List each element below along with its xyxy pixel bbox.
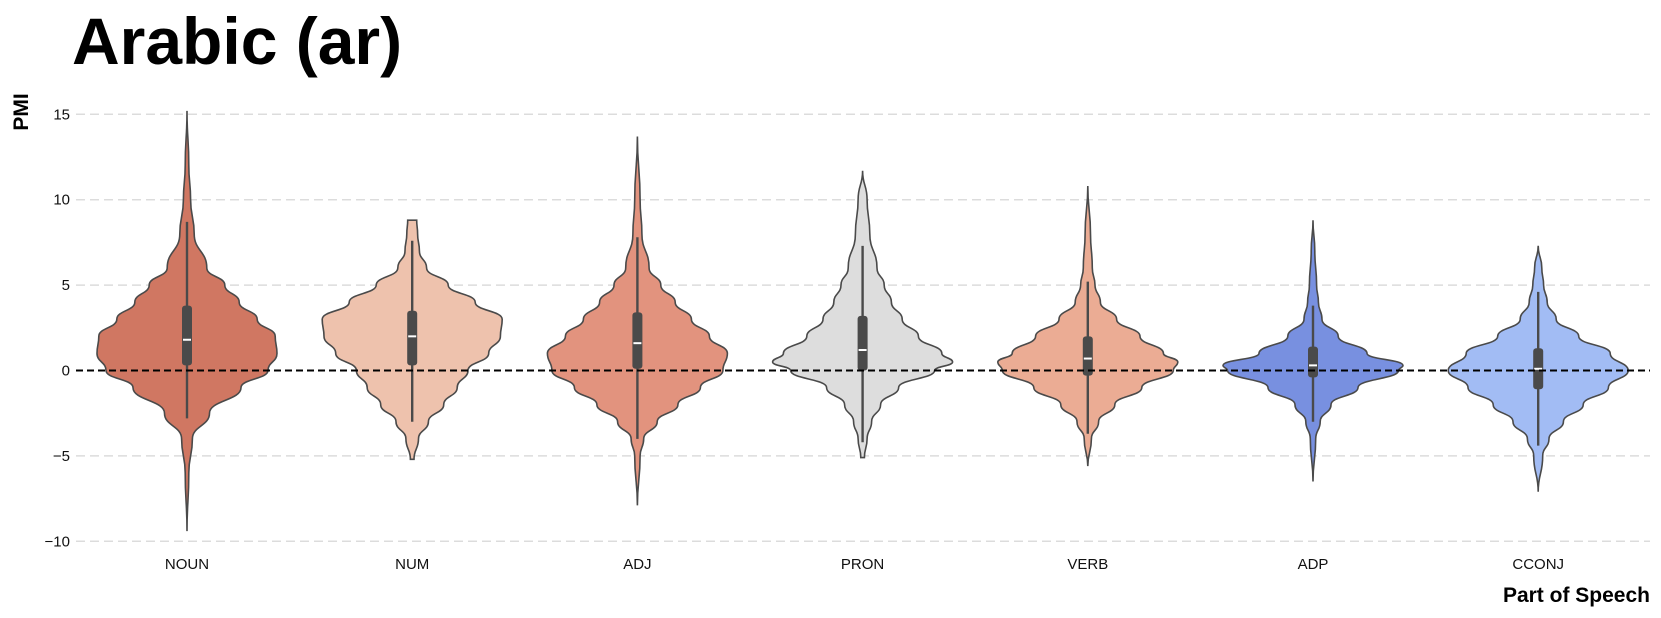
y-axis-ticks: −10 −5 0 5 10 15	[45, 106, 70, 550]
x-tick-label: CCONJ	[1512, 556, 1564, 573]
violin-iqr-box	[632, 312, 643, 369]
violin-num	[321, 219, 504, 461]
x-axis-ticks: NOUN NUM ADJ PRON VERB ADP CCONJ	[165, 556, 1564, 573]
violin-cconj	[1447, 245, 1630, 492]
x-tick-label: VERB	[1067, 556, 1108, 573]
y-tick-label: 5	[62, 277, 70, 294]
violin-iqr-box	[857, 315, 868, 371]
y-axis-title: PMI	[10, 93, 33, 130]
y-tick-label: 10	[53, 192, 70, 209]
violin-iqr-box	[1082, 336, 1093, 376]
violin-noun	[96, 110, 278, 532]
y-tick-label: 0	[62, 363, 70, 380]
x-tick-label: ADJ	[623, 556, 651, 573]
violin-iqr-box	[182, 305, 192, 366]
violin-iqr-box	[407, 310, 418, 366]
violin-pron	[771, 169, 954, 459]
y-tick-label: −10	[45, 533, 70, 550]
y-tick-label: 15	[53, 106, 70, 123]
violin-adj	[546, 135, 729, 506]
chart-title: Arabic (ar)	[72, 4, 402, 78]
violin-adp	[1222, 219, 1404, 482]
x-tick-label: NUM	[395, 556, 429, 573]
violin-verb	[996, 185, 1179, 467]
violins	[96, 110, 1630, 532]
x-tick-label: PRON	[841, 556, 884, 573]
y-tick-label: −5	[53, 448, 70, 465]
x-axis-title: Part of Speech	[1503, 584, 1650, 607]
x-tick-label: NOUN	[165, 556, 209, 573]
violin-iqr-box	[1308, 346, 1318, 378]
x-tick-label: ADP	[1298, 556, 1329, 573]
